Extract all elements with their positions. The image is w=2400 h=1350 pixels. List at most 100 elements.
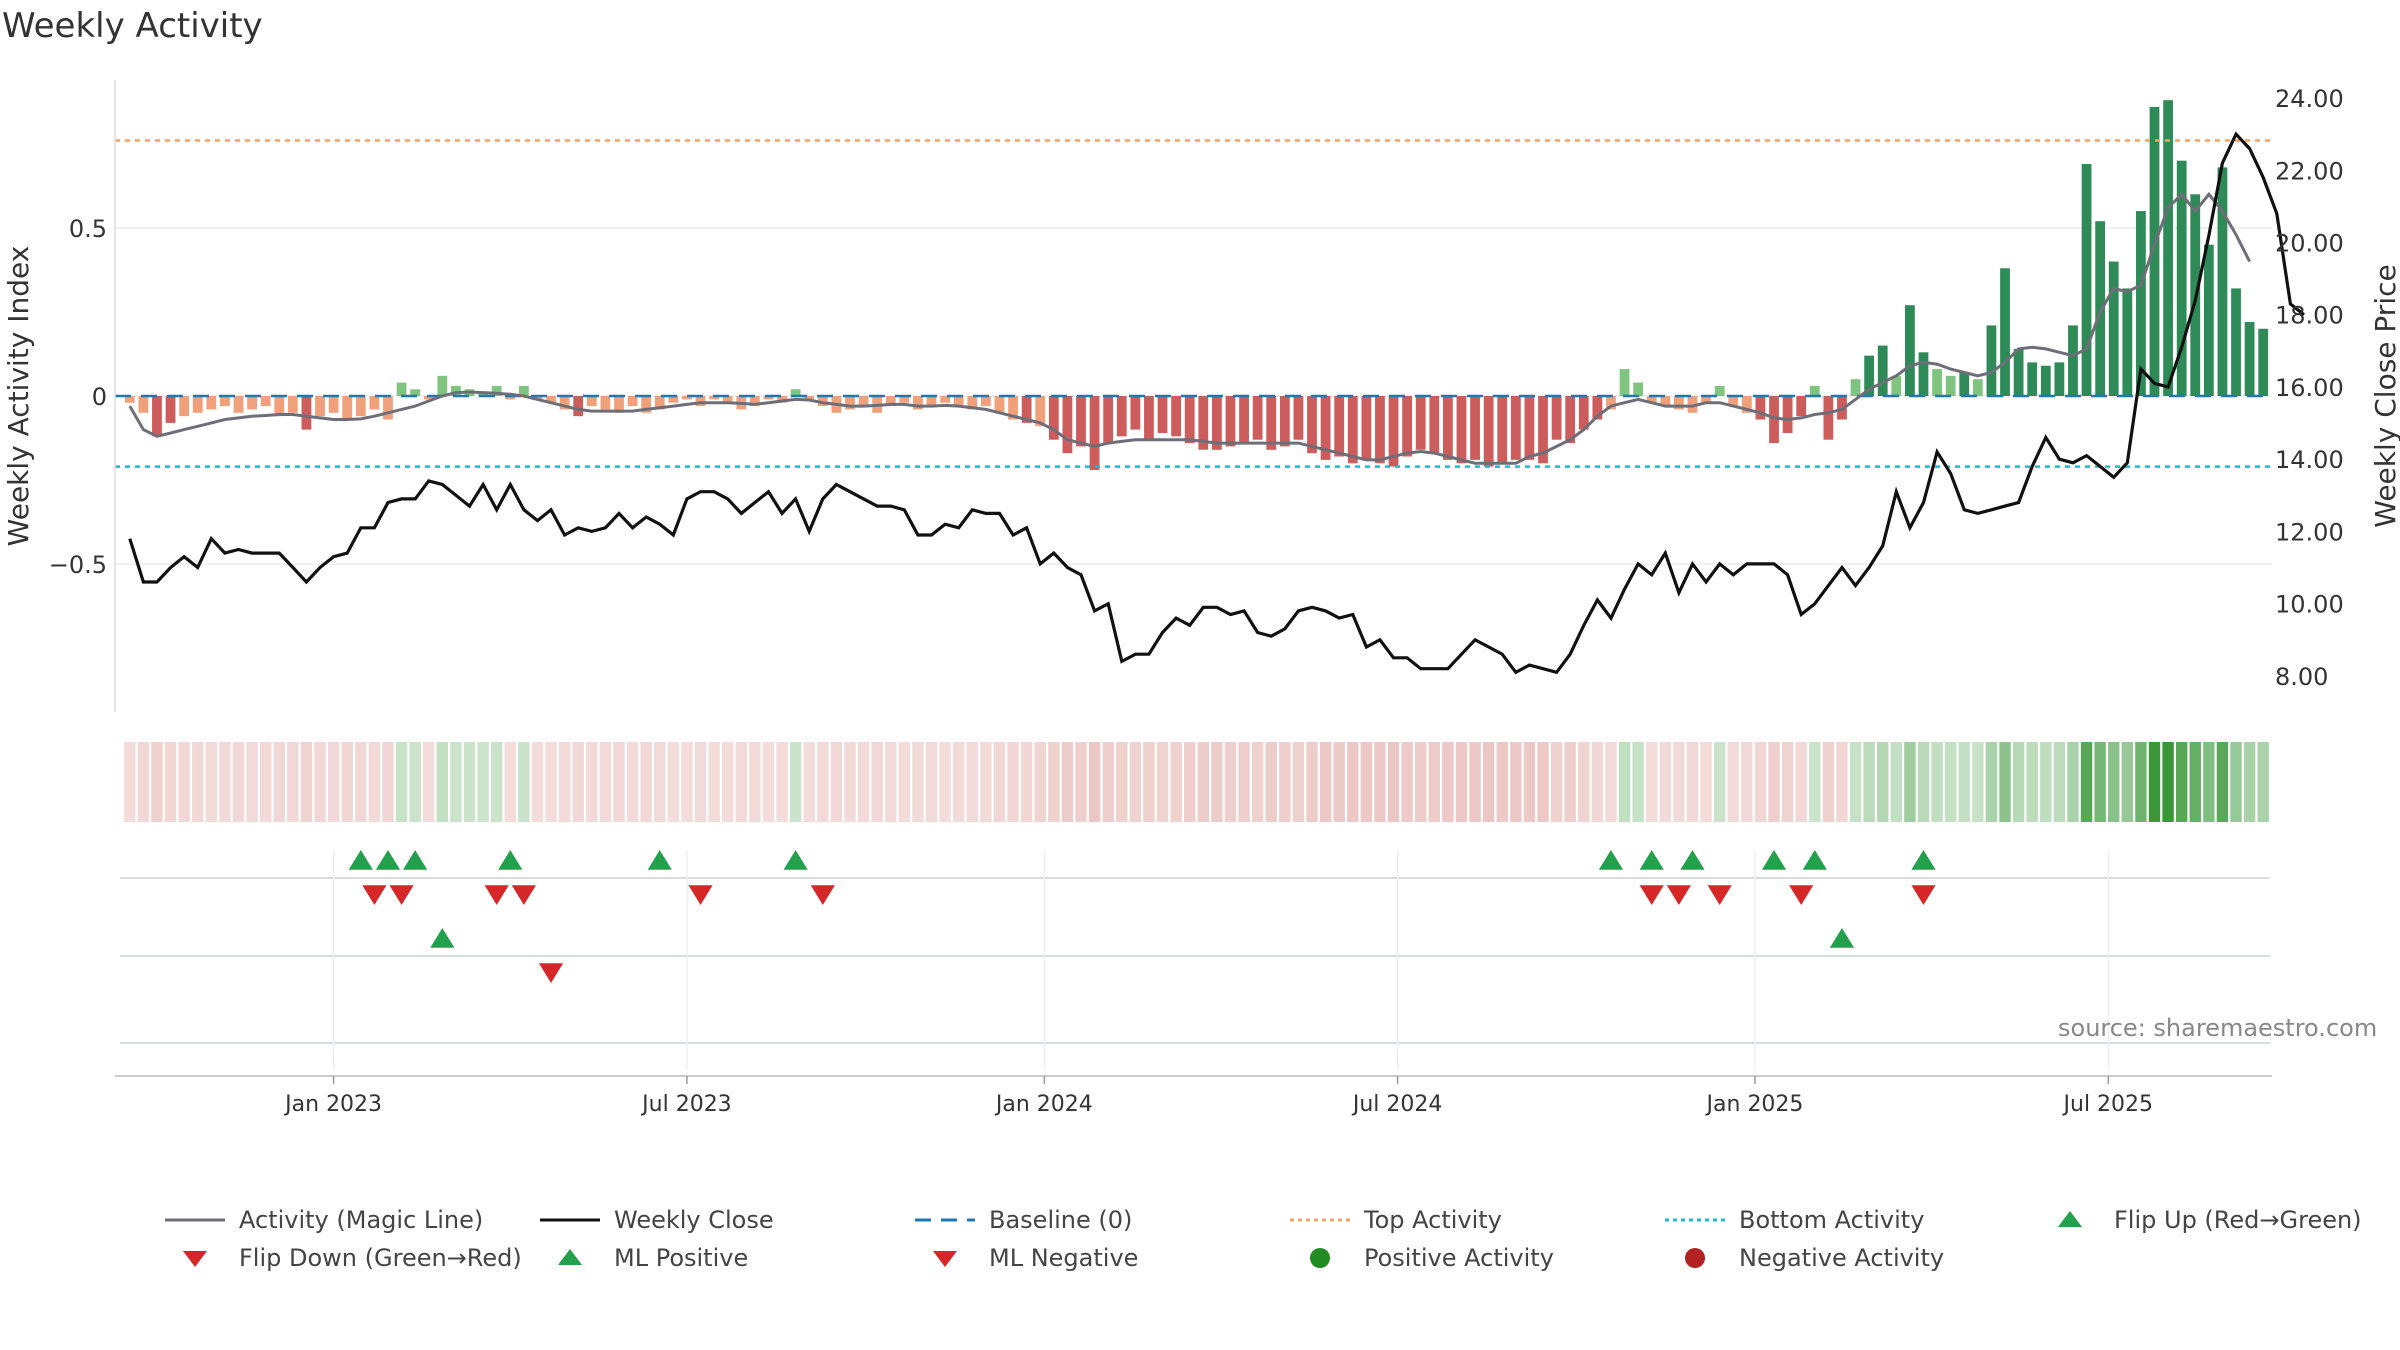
heat-cell — [1238, 742, 1250, 822]
heat-cell — [1863, 742, 1875, 822]
heat-cell — [572, 742, 584, 822]
heat-cell — [830, 742, 843, 822]
activity-bar — [1239, 396, 1249, 444]
heat-cell — [1713, 742, 1726, 822]
activity-bar — [1320, 396, 1331, 460]
legend-label: Bottom Activity — [1739, 1206, 1925, 1234]
activity-bar — [1008, 396, 1018, 420]
line-swatch-icon — [540, 1218, 600, 1222]
flip-down-marker — [1666, 885, 1691, 905]
activity-bar — [2203, 244, 2214, 396]
x-tick-label: Jul 2023 — [640, 1092, 732, 1117]
activity-bar — [1728, 396, 1739, 407]
heat-cell — [735, 742, 747, 822]
heat-cell — [1211, 742, 1223, 822]
heat-cell — [1469, 742, 1481, 822]
activity-bar — [1211, 396, 1222, 450]
activity-bar — [2231, 288, 2241, 396]
heat-cell — [871, 742, 883, 822]
activity-bar — [614, 396, 624, 413]
flip-down-marker — [810, 885, 835, 905]
heat-cell — [952, 742, 965, 822]
heat-cell — [2026, 742, 2038, 822]
legend-label: Baseline (0) — [989, 1206, 1133, 1234]
heat-cell — [2189, 742, 2201, 822]
activity-bar — [1551, 396, 1562, 440]
activity-bar — [1456, 396, 1467, 464]
heat-cell — [1578, 742, 1590, 822]
activity-bar — [1646, 396, 1657, 403]
flip-up-marker — [403, 850, 428, 870]
dot-swatch-icon — [1290, 1218, 1350, 1222]
flip-down-marker — [511, 885, 536, 905]
legend-item-ml-positive: ML Positive — [540, 1244, 748, 1272]
legend-label: ML Negative — [989, 1244, 1139, 1272]
y2-tick-label: 16.00 — [2275, 374, 2344, 402]
activity-bar — [1660, 396, 1671, 407]
y2-tick-label: 18.00 — [2275, 302, 2344, 330]
flip-down-marker — [688, 885, 713, 905]
activity-bar — [1755, 396, 1766, 420]
triangle-down-icon — [933, 1251, 957, 1267]
activity-bar — [994, 396, 1005, 413]
y2-tick-label: 22.00 — [2275, 157, 2344, 185]
activity-bar — [505, 396, 516, 400]
activity-bar — [2163, 100, 2173, 396]
heat-cell — [1007, 742, 1019, 822]
heat-cell — [1510, 742, 1522, 822]
heat-cell — [1401, 742, 1413, 822]
activity-bar — [437, 375, 448, 396]
heat-cell — [1659, 742, 1672, 822]
activity-bar — [1442, 396, 1453, 460]
heat-cell — [912, 742, 924, 822]
activity-bar — [1103, 396, 1114, 444]
heat-cell — [137, 742, 150, 822]
heat-cell — [1591, 742, 1604, 822]
heat-cell — [300, 742, 313, 822]
heat-cell — [1550, 742, 1563, 822]
heat-cell — [1917, 742, 1930, 822]
activity-bar — [1062, 396, 1073, 454]
heat-cell — [898, 742, 911, 822]
source-note: source: sharemaestro.com — [2058, 1014, 2378, 1042]
heat-cell — [613, 742, 625, 822]
legend-label: Flip Up (Red→Green) — [2114, 1206, 2362, 1234]
heat-cell — [1904, 742, 1916, 822]
heat-cell — [2053, 742, 2066, 822]
y2-tick-label: 20.00 — [2275, 230, 2344, 258]
activity-bar — [532, 396, 543, 400]
heat-cell — [1999, 742, 2011, 822]
heat-cell — [1102, 742, 1114, 822]
y2-tick-label: 8.00 — [2275, 663, 2328, 691]
activity-bar — [1918, 352, 1929, 396]
activity-bar — [1510, 396, 1521, 460]
activity-heat-strip — [124, 742, 2269, 822]
heat-cell — [966, 742, 978, 822]
activity-bar — [695, 396, 706, 407]
activity-bar — [1714, 385, 1725, 396]
heat-cell — [314, 742, 326, 822]
heat-cell — [1224, 742, 1237, 822]
activity-bar — [1823, 396, 1834, 440]
axes: 0.5 0 −0.5 Weekly Activity Index 8.00 10.00 12… — [2, 80, 2400, 1117]
heat-cell — [789, 742, 802, 822]
y2-tick-label: 24.00 — [2275, 85, 2344, 113]
heat-cell — [531, 742, 544, 822]
activity-bar — [1619, 369, 1630, 396]
activity-bar — [627, 396, 638, 407]
heat-cell — [2080, 742, 2093, 822]
heat-cell — [1877, 742, 1889, 822]
heat-cell — [1618, 742, 1631, 822]
triangle-up-icon — [558, 1249, 582, 1265]
activity-bar — [1782, 396, 1793, 433]
activity-bar — [301, 396, 312, 430]
heat-cell — [1116, 742, 1128, 822]
activity-bar — [1198, 396, 1209, 450]
heat-cell — [1795, 742, 1807, 822]
activity-bar — [1809, 385, 1820, 396]
heat-cell — [776, 742, 788, 822]
heat-cell — [178, 742, 190, 822]
flip-down-marker — [484, 885, 509, 905]
heat-cell — [2162, 742, 2174, 822]
